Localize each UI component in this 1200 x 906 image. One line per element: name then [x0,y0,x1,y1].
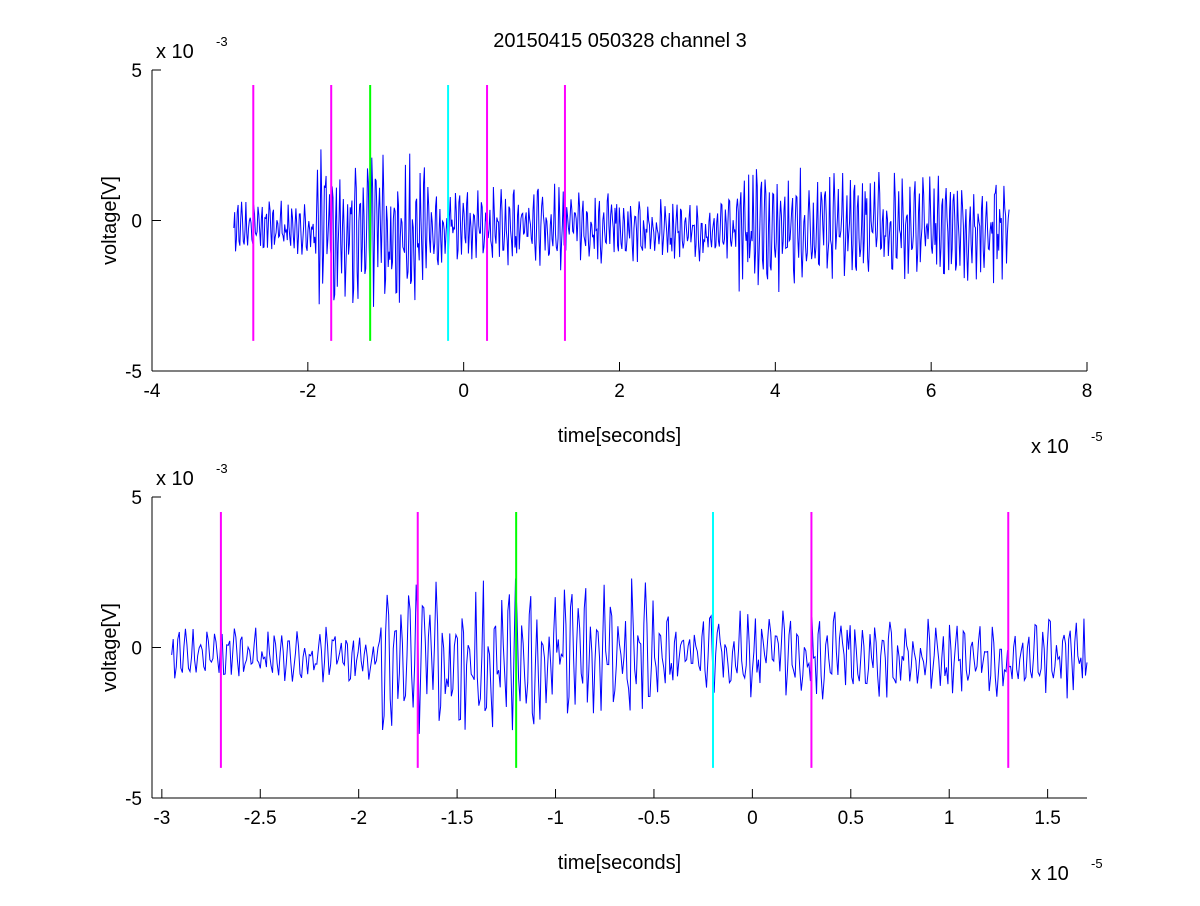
x-exponent-label: -5 [1091,856,1103,871]
y-multiplier-label: x 10 [156,41,194,63]
x-multiplier-label: x 10 [1031,436,1069,458]
x-tick-label: -1 [547,808,564,829]
x-tick-label: -2 [299,381,316,402]
x-multiplier-label: x 10 [1031,863,1069,885]
signal-trace [233,149,1010,307]
signal-trace [171,578,1088,734]
x-tick-label: -0.5 [638,808,671,829]
x-tick-label: -4 [144,381,161,402]
x-tick-label: -3 [153,808,170,829]
y-tick-label: -5 [125,362,142,383]
y-exponent-label: -3 [216,461,228,476]
x-tick-label: 4 [770,381,781,402]
y-tick-label: 0 [131,212,142,233]
y-axis-label: voltage[V] [99,603,121,692]
bottom-plot: -3 -2.5 -2 -1.5 -1 -0.5 0 0.5 1 1.5 -5 0 5 x 10 -3 x 10… [99,461,1103,885]
x-tick-label: 0 [458,381,469,402]
y-tick-label: -5 [125,789,142,810]
x-tick-label: 2 [614,381,625,402]
x-tick-label: 1.5 [1034,808,1060,829]
x-tick-label: 6 [926,381,937,402]
x-tick-label: -2.5 [244,808,277,829]
x-axis-label: time[seconds] [558,852,681,874]
y-tick-label: 0 [131,639,142,660]
y-tick-label: 5 [131,61,142,82]
y-axis-label: voltage[V] [99,176,121,265]
x-tick-label: 1 [944,808,955,829]
top-plot: -4 -2 0 2 4 6 8 -5 0 5 x 10 -3 x 10 -5 time[seconds] vo… [99,30,1103,458]
y-exponent-label: -3 [216,34,228,49]
x-exponent-label: -5 [1091,429,1103,444]
x-tick-label: -2 [350,808,367,829]
x-tick-label: -1.5 [441,808,474,829]
x-tick-label: 0.5 [838,808,864,829]
y-multiplier-label: x 10 [156,468,194,490]
x-axis-label: time[seconds] [558,425,681,447]
chart-title: 20150415 050328 channel 3 [493,30,747,52]
x-tick-label: 0 [747,808,758,829]
y-tick-label: 5 [131,488,142,509]
x-tick-label: 8 [1082,381,1093,402]
